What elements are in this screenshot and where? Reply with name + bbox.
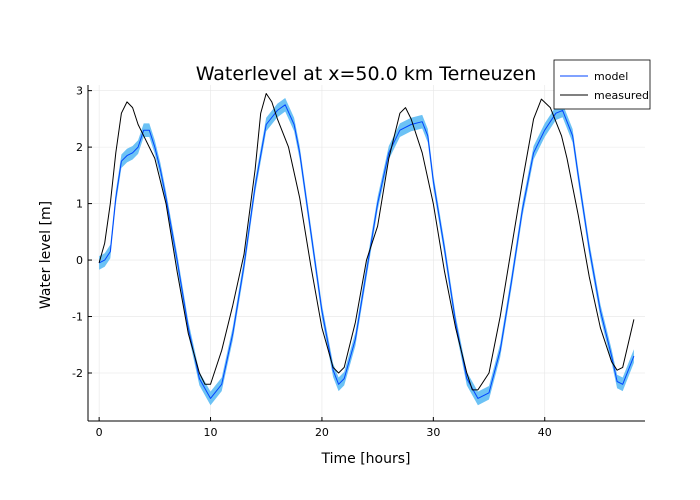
legend-label-measured: measured bbox=[594, 89, 649, 102]
x-ticks: 0 10 20 30 40 bbox=[96, 417, 552, 439]
series-line-measured bbox=[98, 93, 635, 391]
series-lines bbox=[98, 93, 635, 399]
x-axis-label: Time [hours] bbox=[321, 451, 411, 467]
x-tick-label: 20 bbox=[315, 426, 329, 439]
y-axis-label: Water level [m] bbox=[38, 201, 54, 309]
model-uncertainty-band bbox=[99, 98, 634, 406]
axes bbox=[87, 85, 645, 422]
grid bbox=[88, 85, 645, 421]
legend-label-model: model bbox=[594, 70, 628, 83]
y-tick-label: -2 bbox=[72, 367, 83, 380]
model-band bbox=[99, 98, 634, 406]
chart-title: Waterlevel at x=50.0 km Terneuzen bbox=[196, 63, 537, 85]
y-tick-label: 3 bbox=[76, 85, 83, 98]
x-tick-label: 40 bbox=[538, 426, 552, 439]
y-tick-label: 2 bbox=[76, 141, 83, 154]
legend-box bbox=[553, 59, 651, 110]
x-tick-label: 10 bbox=[204, 426, 218, 439]
y-tick-label: -1 bbox=[72, 311, 83, 324]
x-tick-label: 0 bbox=[96, 426, 103, 439]
y-ticks: -2 -1 0 1 2 3 bbox=[72, 85, 92, 380]
y-tick-label: 0 bbox=[76, 254, 83, 267]
series-line-model bbox=[98, 104, 635, 399]
legend: model measured bbox=[553, 59, 651, 110]
y-tick-label: 1 bbox=[76, 198, 83, 211]
x-tick-label: 30 bbox=[426, 426, 440, 439]
